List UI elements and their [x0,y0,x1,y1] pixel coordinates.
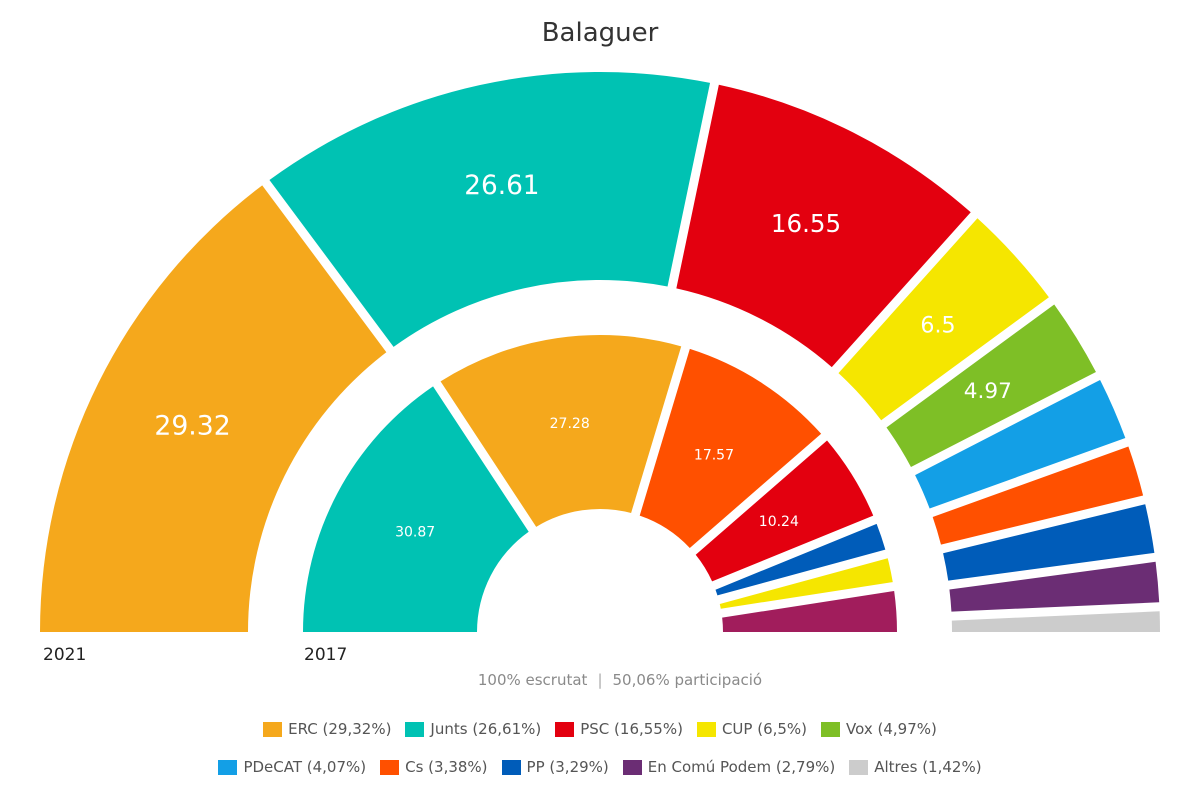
legend-swatch-vox [821,721,841,737]
legend-item-erc[interactable]: ERC (29,32%) [263,720,391,738]
slice-2021-erc[interactable] [40,185,387,633]
legend-label: CUP (6,5%) [721,720,808,738]
slice-2017-psc[interactable] [695,440,874,582]
legend-swatch-erc [263,721,283,737]
slice-2017-pp[interactable] [715,523,886,596]
footer-separator: | [597,671,603,689]
legend-label: En Comú Podem (2,79%) [647,758,836,776]
slice-2021-altres[interactable] [951,611,1160,632]
legend-swatch-altres [849,759,869,775]
legend-label: Vox (4,97%) [846,720,937,738]
legend-label: Junts (26,61%) [430,720,542,738]
slice-label-2021-junts: 26.61 [464,171,539,201]
ring-label-2017: 2017 [304,645,348,665]
slice-2021-vox[interactable] [886,304,1096,468]
legend-label: ERC (29,32%) [288,720,392,738]
legend-item-pdecat[interactable]: PDeCAT (4,07%) [218,758,366,776]
legend-swatch-en-com-podem [622,759,642,775]
legend-item-psc[interactable]: PSC (16,55%) [555,720,683,738]
slice-2021-pdecat[interactable] [915,379,1126,509]
legend-swatch-cup [696,721,716,737]
slice-label-2017-psc: 10.24 [759,514,799,530]
turnout-status: 50,06% participació [612,671,763,689]
slice-label-2021-cup: 6.5 [920,312,955,338]
legend-row-1: ERC (29,32%) Junts (26,61%) PSC (16,55%) CU… [0,720,1200,738]
legend-label: PP (3,29%) [526,758,609,776]
legend-item-junts[interactable]: Junts (26,61%) [405,720,541,738]
ring-label-2021: 2021 [43,645,87,665]
legend-item-altres[interactable]: Altres (1,42%) [849,758,982,776]
slice-label-2017-junts: 30.87 [395,524,435,540]
slice-2017-en-com-podem[interactable] [722,590,897,632]
slice-label-2021-erc: 29.32 [154,411,230,442]
legend-swatch-pp [501,759,521,775]
legend-swatch-cs [380,759,400,775]
legend-item-pp[interactable]: PP (3,29%) [501,758,609,776]
slice-2021-psc[interactable] [676,84,971,368]
legend-item-cs[interactable]: Cs (3,38%) [380,758,488,776]
legend-item-cup[interactable]: CUP (6,5%) [696,720,808,738]
slice-2017-erc[interactable] [440,334,682,527]
slice-label-2021-psc: 16.55 [771,209,841,238]
legend-label: Altres (1,42%) [874,758,982,776]
slice-label-2017-erc: 27.28 [550,416,590,432]
legend-item-vox[interactable]: Vox (4,97%) [821,720,937,738]
legend-label: Cs (3,38%) [405,758,488,776]
slice-2021-cs[interactable] [932,446,1144,545]
legend-swatch-junts [405,721,425,737]
slice-label-2021-vox: 4.97 [964,379,1012,404]
legend-label: PDeCAT (4,07%) [243,758,367,776]
legend-item-en-com-podem[interactable]: En Comú Podem (2,79%) [622,758,836,776]
results-footer: 100% escrutat | 50,06% participació [0,671,1200,689]
slice-2021-pp[interactable] [943,504,1155,581]
legend-row-2: PDeCAT (4,07%) Cs (3,38%) PP (3,29%) En Com… [0,758,1200,776]
chart-title: Balaguer [541,18,659,48]
legend-swatch-pdecat [218,759,238,775]
slice-2017-cs[interactable] [639,348,822,548]
legend-label: PSC (16,55%) [580,720,683,738]
slice-label-2017-cs: 17.57 [694,448,734,464]
slice-2017-junts[interactable] [303,386,529,632]
slice-2021-junts[interactable] [269,72,711,347]
slice-2021-en-com-podem[interactable] [949,561,1160,612]
slice-2017-cup[interactable] [719,558,893,609]
legend-swatch-psc [555,721,575,737]
counted-status: 100% escrutat [477,671,588,689]
slice-2021-cup[interactable] [838,218,1049,421]
